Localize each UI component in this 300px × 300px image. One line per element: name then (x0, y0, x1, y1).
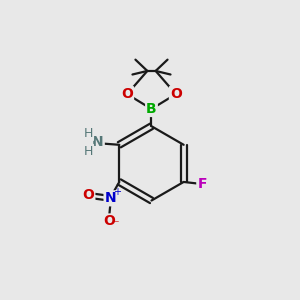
Text: N: N (105, 191, 116, 205)
Text: N: N (92, 135, 104, 149)
Text: ⁻: ⁻ (112, 218, 119, 232)
Text: H: H (84, 145, 93, 158)
Text: O: O (170, 87, 182, 101)
Text: B: B (146, 102, 157, 116)
Text: H: H (84, 127, 93, 140)
Text: +: + (113, 187, 121, 197)
Text: O: O (121, 87, 133, 101)
Text: O: O (103, 214, 115, 229)
Text: F: F (197, 177, 207, 191)
Text: O: O (82, 188, 94, 202)
